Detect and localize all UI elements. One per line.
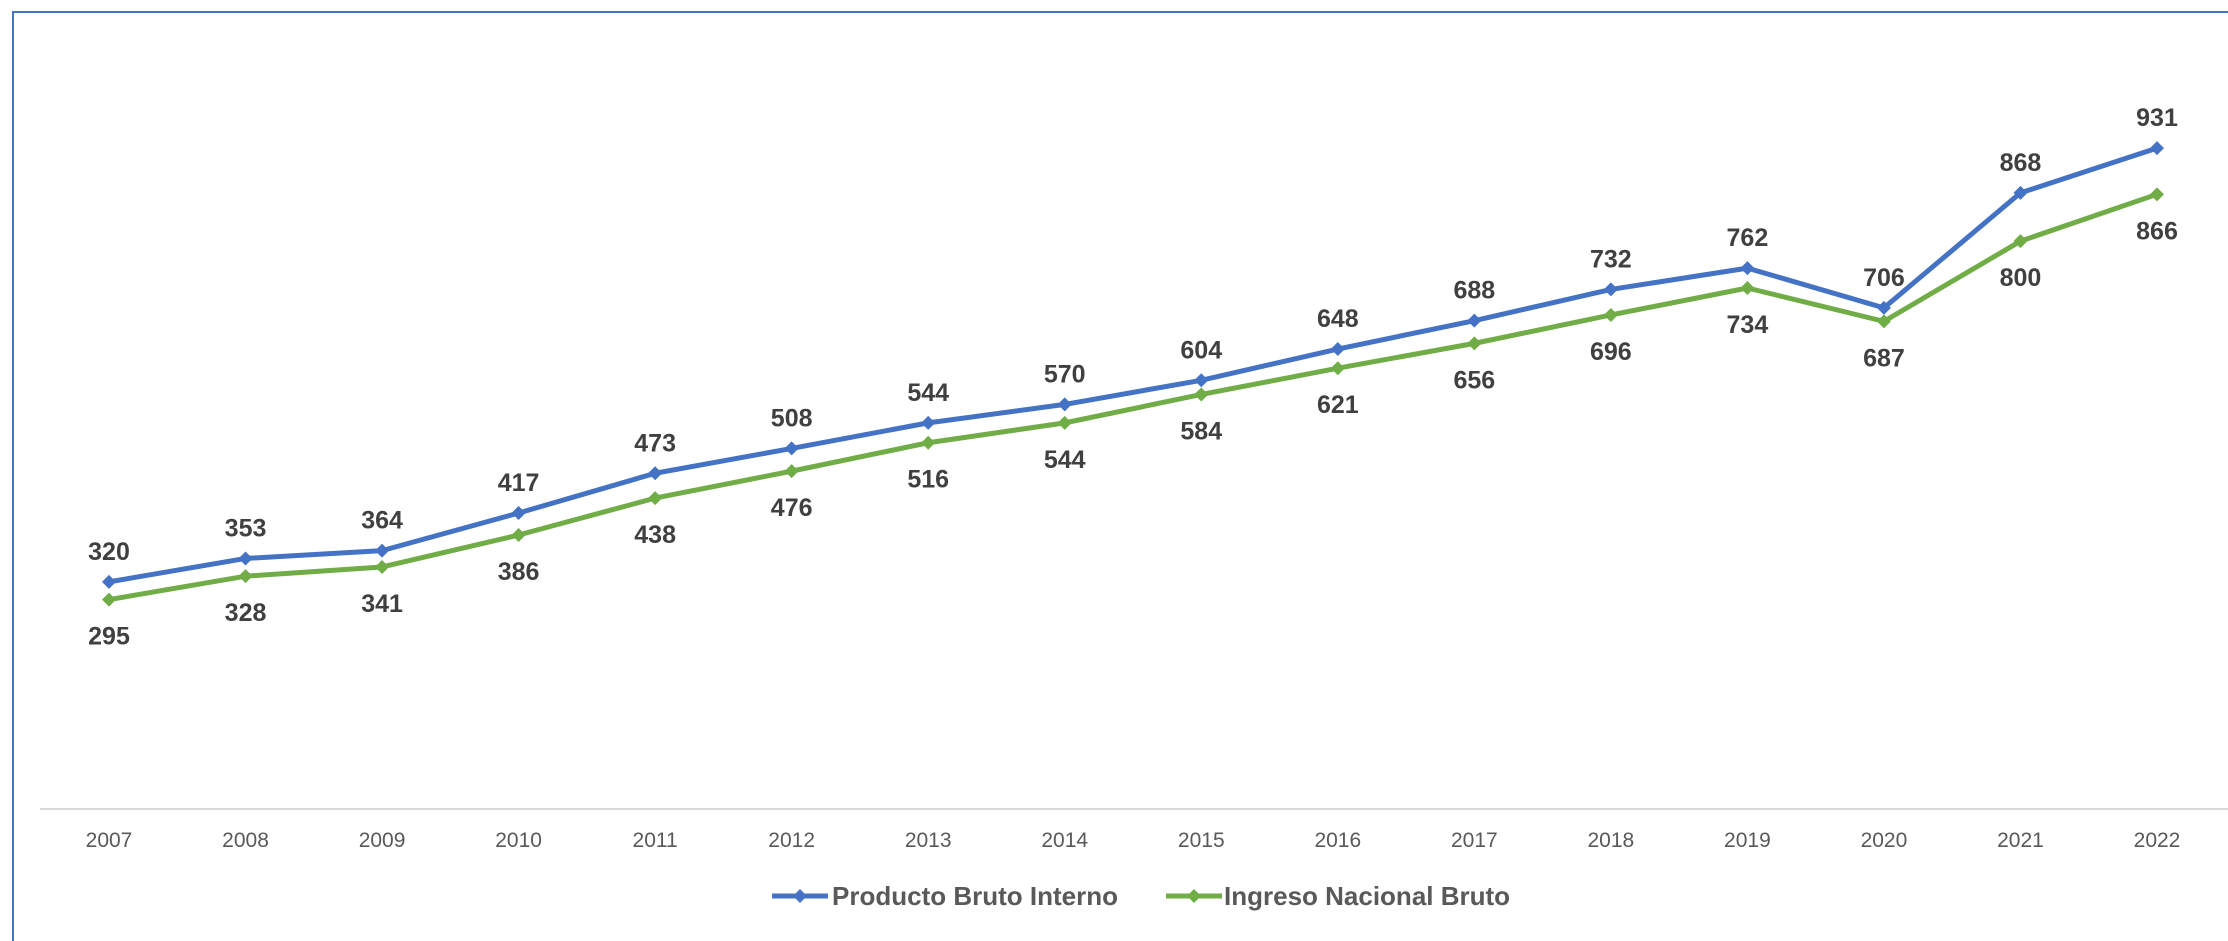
data-point-marker xyxy=(2150,141,2164,156)
data-label: 800 xyxy=(2000,264,2042,292)
chart-frame xyxy=(12,11,2228,941)
series-line xyxy=(106,145,2160,585)
x-tick-label: 2010 xyxy=(495,829,542,852)
x-tick-label: 2016 xyxy=(1314,829,1361,852)
data-label: 544 xyxy=(907,379,949,407)
data-label: 648 xyxy=(1317,305,1359,333)
data-label: 762 xyxy=(1727,224,1769,252)
data-point-marker xyxy=(1057,397,1072,412)
data-point-marker xyxy=(784,441,799,456)
data-label: 570 xyxy=(1044,360,1086,388)
data-label: 386 xyxy=(498,558,540,586)
x-tick-label: 2014 xyxy=(1041,829,1088,852)
data-label: 696 xyxy=(1590,338,1632,366)
data-point-marker xyxy=(1467,313,1482,328)
data-point-marker xyxy=(1330,342,1345,357)
data-point-marker xyxy=(784,464,799,479)
data-point-marker xyxy=(102,592,116,607)
x-tick-label: 2019 xyxy=(1724,829,1771,852)
x-tick-label: 2020 xyxy=(1861,829,1908,852)
data-label: 584 xyxy=(1180,417,1222,445)
data-label: 688 xyxy=(1453,277,1495,305)
series-line xyxy=(106,191,2160,603)
x-tick-label: 2017 xyxy=(1451,829,1498,852)
legend-label: Producto Bruto Interno xyxy=(832,881,1118,911)
data-label: 604 xyxy=(1180,336,1222,364)
data-label: 734 xyxy=(1727,311,1769,339)
x-axis: 2007 2008 2009 2010 2011 2012 2013 2014 2015 2016… xyxy=(40,808,2228,852)
data-point-marker xyxy=(1876,314,1891,329)
data-label: 473 xyxy=(634,429,676,457)
data-label: 295 xyxy=(88,623,130,651)
data-point-marker xyxy=(1740,261,1755,276)
legend: Producto Bruto Interno Ingreso Nacional B… xyxy=(772,881,1510,911)
legend-swatch-marker xyxy=(1187,889,1201,903)
x-tick-label: 2022 xyxy=(2134,829,2181,852)
data-point-marker xyxy=(1876,300,1891,315)
data-label: 508 xyxy=(771,404,813,432)
series-0 xyxy=(102,141,2164,589)
data-label: 621 xyxy=(1317,391,1359,419)
data-label: 868 xyxy=(2000,149,2042,177)
data-point-marker xyxy=(648,466,663,481)
data-point-marker xyxy=(2013,185,2028,200)
data-label: 866 xyxy=(2136,217,2178,245)
data-point-marker xyxy=(648,491,663,506)
data-label: 687 xyxy=(1863,344,1905,372)
x-tick-label: 2015 xyxy=(1178,829,1225,852)
legend-item: Producto Bruto Interno xyxy=(772,881,1118,911)
data-label: 438 xyxy=(634,521,676,549)
data-point-marker xyxy=(102,574,116,589)
x-tick-label: 2013 xyxy=(905,829,952,852)
x-tick-label: 2008 xyxy=(222,829,269,852)
data-label: 732 xyxy=(1590,245,1632,273)
data-point-marker xyxy=(1603,282,1618,297)
data-label: 476 xyxy=(771,494,813,522)
legend-item: Ingreso Nacional Bruto xyxy=(1166,881,1510,911)
data-point-marker xyxy=(921,415,936,430)
data-label: 364 xyxy=(361,507,403,535)
data-label: 656 xyxy=(1453,366,1495,394)
x-tick-label: 2012 xyxy=(768,829,815,852)
data-point-marker xyxy=(1194,387,1209,402)
data-point-marker xyxy=(1740,281,1755,296)
data-label: 353 xyxy=(225,514,267,542)
data-label: 516 xyxy=(907,466,949,494)
data-point-marker xyxy=(511,506,526,521)
data-point-marker xyxy=(2150,187,2164,202)
data-point-marker xyxy=(238,569,253,584)
data-label: 320 xyxy=(88,538,130,566)
x-tick-label: 2021 xyxy=(1997,829,2044,852)
data-label: 931 xyxy=(2136,104,2178,132)
x-tick-label: 2018 xyxy=(1588,829,1635,852)
data-label: 706 xyxy=(1863,264,1905,292)
x-tick-label: 2009 xyxy=(359,829,406,852)
data-point-marker xyxy=(1194,373,1209,388)
series-group xyxy=(102,141,2164,607)
data-point-marker xyxy=(1467,336,1482,351)
series-1 xyxy=(102,187,2164,607)
data-point-marker xyxy=(511,528,526,543)
data-label: 328 xyxy=(225,599,267,627)
data-point-marker xyxy=(375,543,390,558)
x-tick-label: 2007 xyxy=(86,829,133,852)
legend-label: Ingreso Nacional Bruto xyxy=(1224,881,1510,911)
x-tick-label: 2011 xyxy=(633,829,678,852)
data-point-marker xyxy=(375,559,390,574)
data-point-marker xyxy=(1057,415,1072,430)
data-labels: 320 353 364 417 473 508 544 570 604 648 688 732 762 7… xyxy=(88,104,2178,650)
data-label: 341 xyxy=(361,590,403,618)
data-point-marker xyxy=(2013,234,2028,249)
data-point-marker xyxy=(1330,361,1345,376)
data-point-marker xyxy=(1603,307,1618,322)
legend-swatch-marker xyxy=(793,889,807,903)
data-label: 544 xyxy=(1044,446,1086,474)
data-label: 417 xyxy=(498,469,540,497)
data-point-marker xyxy=(921,435,936,450)
data-point-marker xyxy=(238,551,253,566)
